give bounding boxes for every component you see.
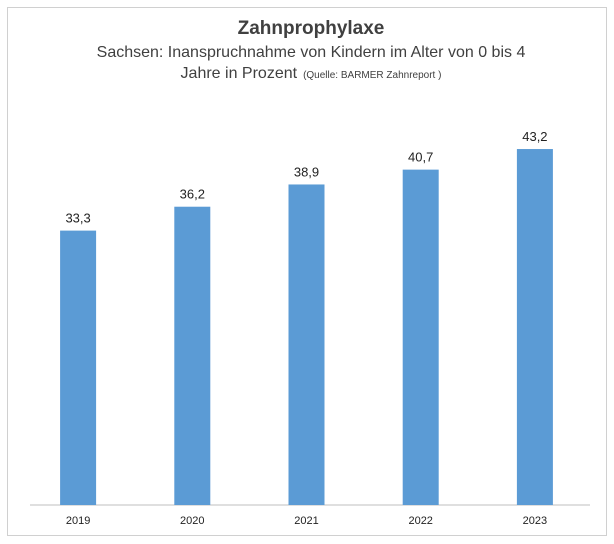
- data-label: 36,2: [180, 187, 205, 202]
- chart-title: Zahnprophylaxe: [237, 18, 385, 39]
- bar: [402, 169, 439, 505]
- subtitle-block: Sachsen: Inanspruchnahme von Kindern im …: [80, 42, 542, 84]
- data-label: 33,3: [65, 211, 90, 226]
- x-tick-label: 2022: [408, 515, 432, 527]
- x-tick-label: 2021: [294, 515, 318, 527]
- data-label: 38,9: [294, 164, 319, 179]
- chart-subtitle: Sachsen: Inanspruchnahme von Kindern im …: [96, 44, 526, 82]
- bar: [60, 230, 97, 505]
- source-note: (Quelle: BARMER Zahnreport ): [303, 70, 442, 81]
- bar: [288, 184, 325, 506]
- bar: [516, 149, 553, 506]
- chart-frame: [7, 7, 607, 536]
- x-tick-label: 2020: [180, 515, 204, 527]
- bar: [174, 206, 211, 505]
- data-label: 40,7: [408, 150, 433, 165]
- data-label: 43,2: [522, 129, 547, 144]
- x-tick-label: 2019: [66, 515, 90, 527]
- title-block: Zahnprophylaxe Sachsen: Inanspruchnahme …: [80, 16, 542, 84]
- x-tick-label: 2023: [523, 515, 547, 527]
